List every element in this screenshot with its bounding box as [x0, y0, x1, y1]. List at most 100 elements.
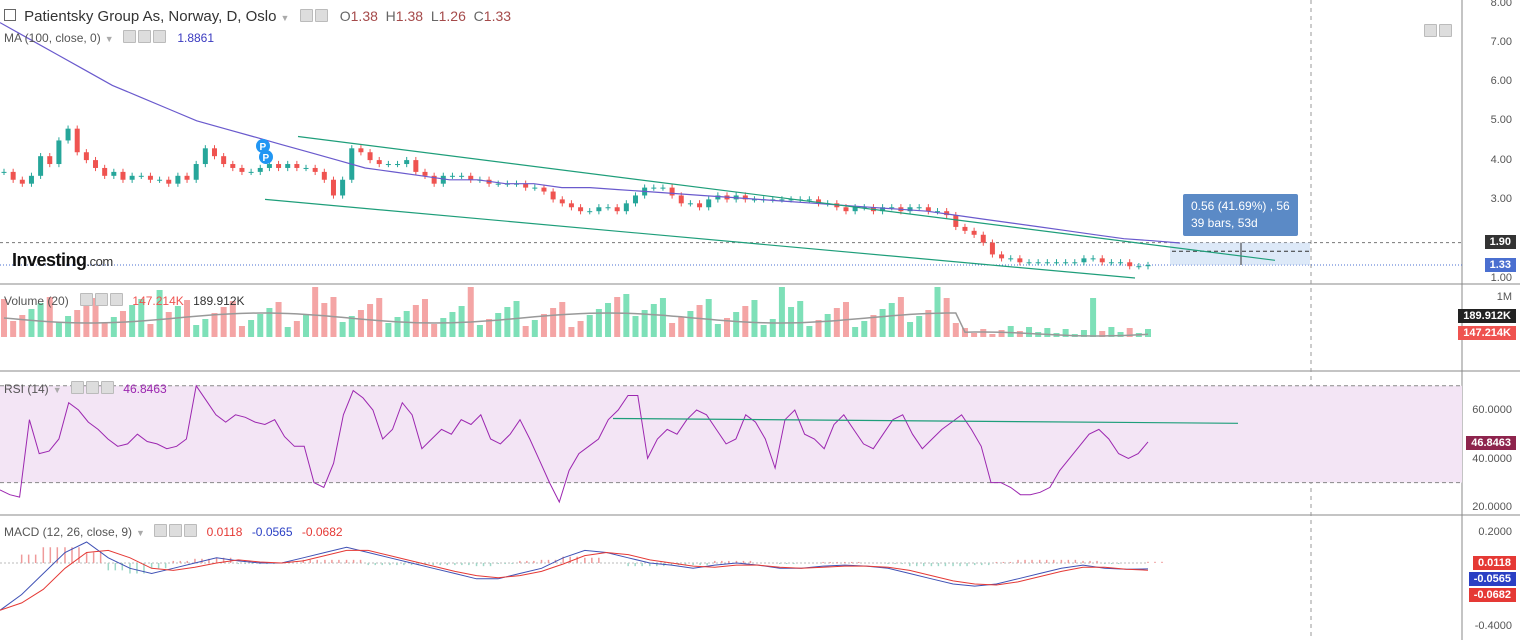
- eye-icon[interactable]: [122, 30, 136, 43]
- volume-bar: [412, 305, 419, 337]
- investing-logo: Investing.com: [12, 250, 113, 270]
- volume-average-line: [3, 312, 1149, 337]
- candle: [312, 167, 318, 172]
- candle: [395, 164, 401, 166]
- volume-bar: [184, 300, 191, 337]
- event-marker-label: P: [260, 142, 267, 153]
- macd-tag-signal: -0.0682: [1468, 588, 1516, 602]
- collapse-icon[interactable]: [4, 9, 16, 21]
- candle: [1053, 262, 1059, 264]
- volume-bar: [998, 330, 1005, 337]
- volume-bar: [110, 317, 117, 337]
- volume-bar: [522, 326, 529, 337]
- volume-bar: [1044, 328, 1051, 337]
- volume-bar: [1080, 330, 1087, 337]
- close-icon[interactable]: [152, 30, 166, 43]
- gear-icon[interactable]: [169, 524, 183, 537]
- volume-bar: [632, 316, 639, 337]
- candle: [459, 175, 465, 177]
- volume-bar: [778, 287, 785, 337]
- gear-icon[interactable]: [137, 30, 151, 43]
- gear-icon[interactable]: [314, 9, 328, 22]
- volume-bar: [284, 327, 291, 337]
- arrow-up-icon[interactable]: [1424, 24, 1437, 37]
- volume-bar: [1062, 329, 1069, 337]
- rsi-pane: [0, 384, 1462, 504]
- volume-bar: [202, 319, 209, 337]
- chevron-down-icon[interactable]: ▼: [280, 13, 290, 23]
- candle: [596, 207, 602, 212]
- candle: [706, 199, 712, 208]
- candle: [715, 195, 721, 200]
- eye-icon[interactable]: [80, 293, 94, 306]
- close-icon[interactable]: [184, 524, 198, 537]
- candle: [1136, 266, 1142, 268]
- price-pane[interactable]: PP: [0, 22, 1462, 279]
- volume-bar: [907, 322, 914, 337]
- volume-bar: [824, 314, 831, 337]
- volume-bar: [678, 317, 685, 337]
- volume-bar: [623, 294, 630, 337]
- volume-bar: [751, 300, 758, 337]
- candle: [953, 215, 959, 227]
- candle: [632, 195, 638, 204]
- volume-bar: [577, 321, 584, 337]
- candle: [294, 164, 300, 168]
- volume-bar: [879, 309, 886, 337]
- chevron-down-icon[interactable]: ▼: [52, 385, 62, 395]
- volume-bar: [119, 311, 126, 337]
- candle: [1035, 262, 1041, 264]
- candle: [651, 187, 657, 189]
- eye-icon[interactable]: [70, 381, 84, 394]
- volume-bar: [248, 320, 255, 337]
- close-icon[interactable]: [110, 293, 124, 306]
- volume-bar: [714, 324, 721, 337]
- volume-bar: [1108, 327, 1115, 337]
- volume-bar: [421, 299, 428, 337]
- candle: [1127, 262, 1133, 267]
- gear-icon[interactable]: [95, 293, 109, 306]
- price-tick: 5.00: [1490, 114, 1512, 126]
- candle: [147, 175, 153, 180]
- volume-bar: [394, 317, 401, 337]
- candle: [669, 187, 675, 196]
- gear-icon[interactable]: [85, 381, 99, 394]
- volume-bar: [431, 324, 438, 337]
- candle: [193, 164, 199, 180]
- ma-legend: MA (100, close, 0) ▼ 1.8861: [4, 30, 215, 45]
- restore-icon[interactable]: [1439, 24, 1452, 37]
- ma-line: [0, 22, 1181, 244]
- volume-bar: [650, 304, 657, 337]
- chevron-down-icon[interactable]: ▼: [104, 34, 114, 44]
- eye-icon[interactable]: [299, 9, 313, 22]
- candle: [935, 211, 941, 213]
- ohlc-readout: O1.38 H1.38 L1.26 C1.33: [339, 8, 512, 24]
- volume-bar: [897, 297, 904, 337]
- volume-bar: [971, 333, 978, 337]
- event-marker: [256, 139, 270, 153]
- event-marker-label: P: [263, 153, 270, 164]
- volume-bar: [806, 326, 813, 337]
- candle: [1017, 258, 1023, 263]
- candle: [74, 128, 80, 153]
- candle: [340, 179, 346, 196]
- candle: [211, 148, 217, 157]
- volume-bar: [220, 307, 227, 337]
- chevron-down-icon[interactable]: ▼: [136, 528, 145, 538]
- close-icon[interactable]: [100, 381, 114, 394]
- signal-line: [0, 549, 1149, 611]
- eye-icon[interactable]: [154, 524, 168, 537]
- candle: [330, 179, 336, 196]
- candle: [138, 175, 144, 177]
- candle: [541, 187, 547, 192]
- candle: [962, 226, 968, 231]
- volume-bar: [696, 305, 703, 337]
- candle: [129, 175, 135, 180]
- volume-bar: [147, 324, 154, 337]
- symbol-title: Patientsky Group As, Norway, D, Oslo: [24, 8, 277, 25]
- candle: [1081, 258, 1087, 263]
- candle: [248, 171, 254, 173]
- candle: [202, 148, 208, 165]
